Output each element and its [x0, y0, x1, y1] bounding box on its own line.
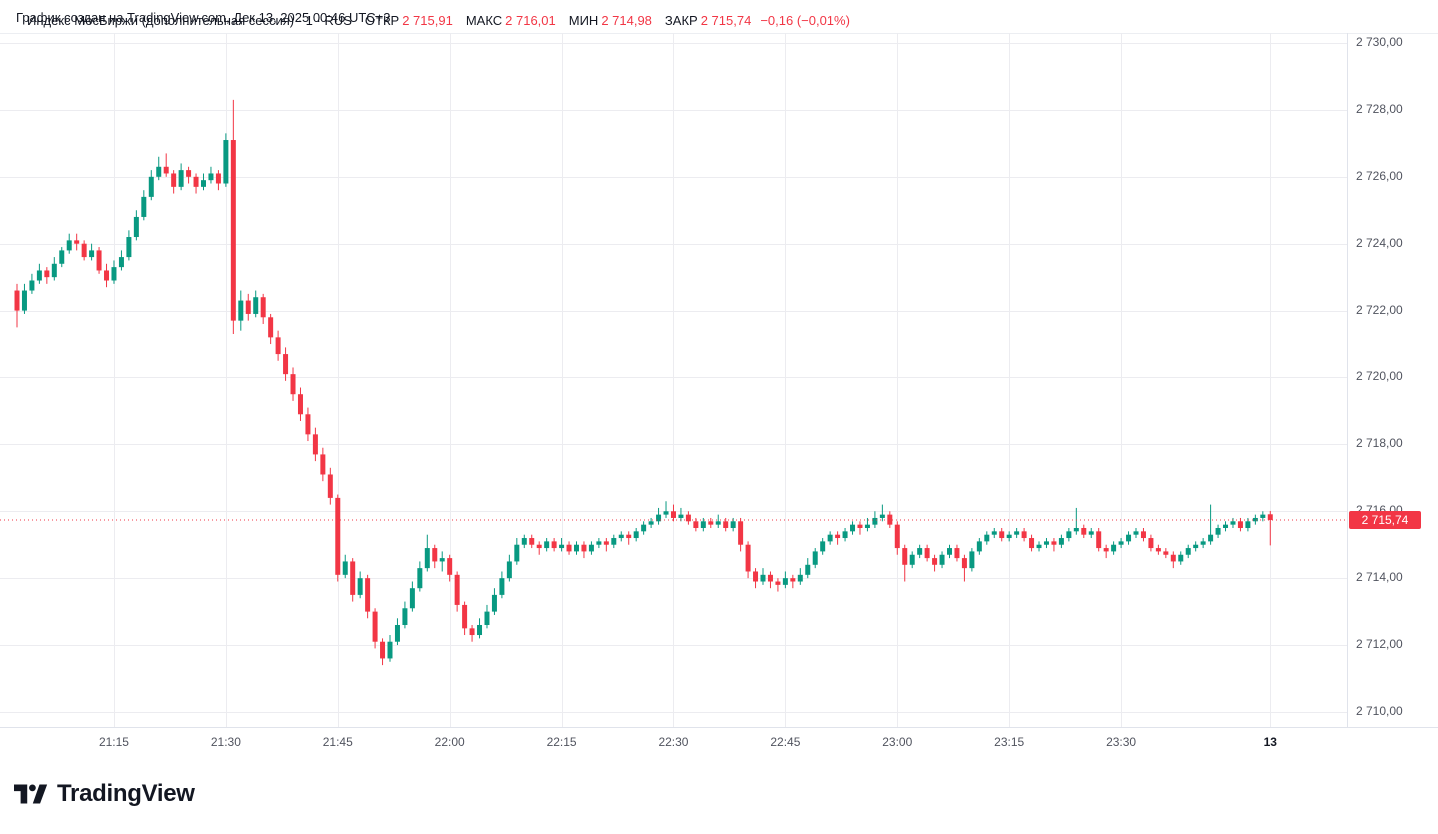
candlestick-chart[interactable] — [0, 33, 1347, 727]
time-tick-label: 22:15 — [546, 735, 577, 749]
low-label: МИН — [568, 13, 599, 28]
last-price-badge: 2 715,74 — [1349, 510, 1421, 529]
time-tick-label: 23:15 — [994, 735, 1025, 749]
chart-legend: Индекс МосБиржи (дополнительная сессия) … — [27, 13, 850, 28]
time-axis[interactable]: 21:15 21:30 21:45 22:00 22:15 22:30 22:45 23:00… — [0, 728, 1438, 758]
high-label: МАКС — [465, 13, 503, 28]
attribution-text: График создан на TradingView.com, Дек 13… — [16, 10, 391, 25]
price-tick-label: 2 730,00 — [1356, 35, 1403, 50]
grid-lines — [0, 33, 1347, 727]
open-value: 2 715,91 — [402, 13, 453, 28]
price-tick-label: 2 714,00 — [1356, 570, 1403, 585]
price-tick-label: 2 710,00 — [1356, 703, 1403, 718]
price-axis-separator — [1347, 33, 1348, 727]
time-tick-label: 21:45 — [322, 735, 353, 749]
time-tick-label: 22:00 — [434, 735, 465, 749]
price-tick-label: 2 726,00 — [1356, 168, 1403, 183]
time-tick-label: 21:30 — [210, 735, 241, 749]
close-label: ЗАКР — [664, 13, 698, 28]
chart-top-border — [0, 33, 1438, 34]
tradingview-logo[interactable]: TradingView — [14, 780, 195, 808]
high-value: 2 716,01 — [505, 13, 556, 28]
price-tick-label: 2 722,00 — [1356, 302, 1403, 317]
low-value: 2 714,98 — [601, 13, 652, 28]
price-tick-label: 2 712,00 — [1356, 637, 1403, 652]
candles-layer — [14, 99, 1273, 666]
close-value: 2 715,74 — [700, 13, 752, 28]
open-label: ОТКР — [364, 13, 400, 28]
change-value: −0,16 (−0,01%) — [760, 13, 850, 28]
price-axis[interactable]: 2 715,74 2 730,00 2 728,00 2 726,00 2 724,0… — [1348, 33, 1438, 727]
time-tick-label: 21:15 — [98, 735, 129, 749]
tradingview-logo-icon — [14, 784, 48, 804]
price-tick-label: 2 720,00 — [1356, 369, 1403, 384]
price-tick-label: 2 724,00 — [1356, 235, 1403, 250]
price-tick-label: 2 718,00 — [1356, 436, 1403, 451]
time-axis-separator — [0, 727, 1438, 728]
time-tick-label: 22:30 — [658, 735, 689, 749]
price-tick-label: 2 728,00 — [1356, 101, 1403, 116]
time-tick-label: 23:00 — [882, 735, 913, 749]
chart-plot-area[interactable] — [0, 33, 1347, 727]
time-tick-label: 22:45 — [770, 735, 801, 749]
time-tick-label: 23:30 — [1106, 735, 1137, 749]
tradingview-logo-text: TradingView — [57, 780, 195, 807]
time-tick-label: 13 — [1263, 735, 1277, 749]
symbol-title[interactable]: Индекс МосБиржи (дополнительная сессия) … — [27, 13, 352, 28]
